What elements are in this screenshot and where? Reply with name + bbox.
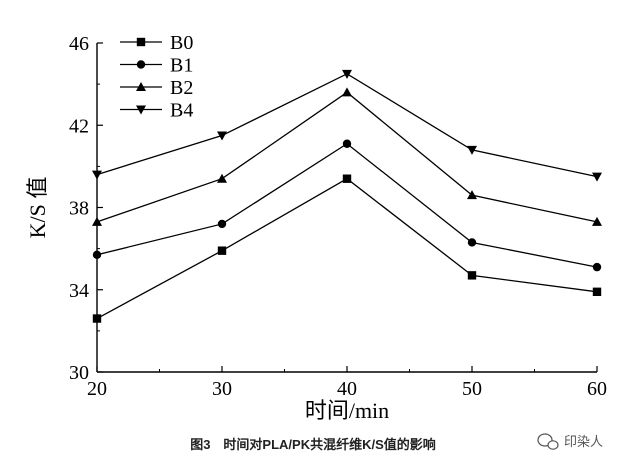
data-point: [217, 173, 227, 183]
series-b0: [92, 174, 602, 323]
figure-caption: 图3 时间对PLA/PK共混纤维K/S值的影响: [190, 437, 436, 452]
wechat-icon: [537, 433, 559, 450]
wechat-bubble-large: [537, 433, 553, 447]
x-tick-label: 40: [337, 378, 357, 400]
watermark: 印染人: [537, 433, 603, 450]
data-point: [592, 216, 602, 226]
watermark-text: 印染人: [564, 434, 603, 449]
data-point: [342, 174, 352, 183]
legend-marker: [136, 82, 146, 91]
legend-marker: [136, 105, 146, 115]
series-b1: [92, 139, 602, 272]
data-point: [92, 314, 102, 323]
data-point: [592, 262, 602, 272]
series-b4: [92, 69, 602, 182]
series-layer: [92, 69, 602, 323]
legend-marker: [136, 37, 146, 47]
data-point: [467, 145, 477, 155]
data-point: [467, 190, 477, 200]
data-point: [92, 250, 102, 259]
series-line: [96, 177, 598, 320]
legend-item-b4: B4: [120, 100, 193, 122]
x-tick-label: 30: [212, 378, 232, 400]
x-axis-title: 时间/min: [305, 398, 389, 423]
legend-item-b2: B2: [120, 77, 193, 99]
axis-titles: 时间/min K/S 值: [25, 177, 389, 423]
legend-item-b1: B1: [120, 55, 193, 77]
data-point: [217, 246, 227, 255]
x-tick-label: 60: [587, 378, 607, 400]
tick-marks: [96, 42, 598, 373]
wechat-bubble-small: [547, 440, 559, 450]
data-point: [217, 131, 227, 141]
data-point: [467, 271, 477, 280]
y-tick-label: 42: [69, 115, 89, 137]
data-point: [592, 172, 602, 182]
legend-item-b0: B0: [120, 32, 193, 54]
legend-label: B2: [170, 77, 193, 99]
legend-marker: [136, 60, 146, 69]
y-tick-label: 34: [69, 280, 89, 302]
data-point: [467, 238, 477, 247]
data-point: [342, 87, 352, 97]
data-point: [342, 139, 352, 148]
y-tick-label: 30: [69, 362, 89, 384]
legend-label: B1: [170, 55, 193, 77]
legend-label: B0: [170, 32, 193, 54]
data-point: [92, 170, 102, 180]
series-b2: [92, 87, 602, 226]
legend-label: B4: [170, 100, 193, 122]
x-tick-label: 50: [462, 378, 482, 400]
y-tick-label: 46: [69, 33, 89, 55]
data-point: [592, 287, 602, 297]
x-tick-label: 20: [87, 378, 107, 400]
y-axis-title: K/S 值: [25, 177, 50, 239]
data-point: [92, 216, 102, 226]
data-point: [342, 69, 352, 79]
data-point: [217, 219, 227, 229]
y-tick-label: 38: [69, 198, 89, 220]
